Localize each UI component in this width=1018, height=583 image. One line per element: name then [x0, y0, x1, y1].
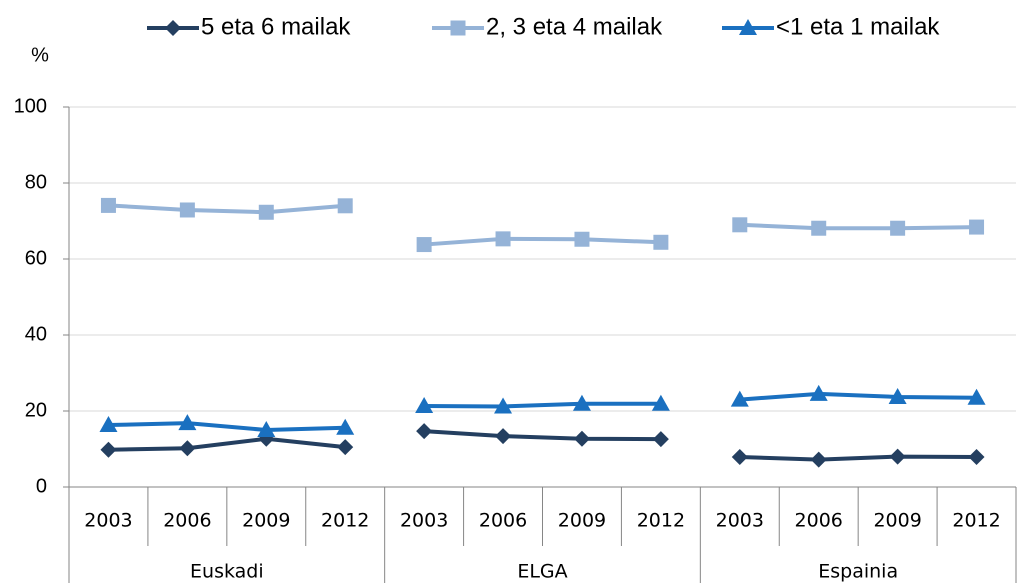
x-tick-label: 2003 [716, 510, 764, 532]
point [810, 451, 827, 468]
point [967, 388, 986, 405]
point [337, 198, 353, 214]
legend-marker [739, 19, 757, 35]
point [574, 231, 590, 247]
series-line [108, 421, 346, 433]
point [179, 202, 195, 218]
point [495, 428, 512, 445]
series-line [108, 203, 346, 215]
series-line [423, 236, 661, 247]
point [651, 394, 670, 411]
point [178, 414, 197, 431]
point [179, 440, 196, 457]
point [653, 234, 669, 250]
point [495, 231, 511, 247]
y-tick-label: 40 [25, 323, 47, 345]
x-tick-label: 2003 [84, 510, 132, 532]
y-axis-label: % [31, 44, 49, 66]
point [730, 390, 749, 407]
group-label: ELGA [517, 561, 567, 583]
series-line [108, 436, 346, 452]
legend-marker [165, 20, 181, 36]
point [731, 448, 748, 465]
series-line [739, 391, 977, 402]
point [416, 237, 432, 253]
x-tick-label: 2012 [321, 510, 369, 532]
x-tick-label: 2009 [242, 510, 290, 532]
point [336, 418, 355, 435]
legend-label: <1 eta 1 mailak [776, 13, 940, 40]
point [732, 217, 748, 233]
point [416, 423, 433, 440]
point [415, 397, 434, 414]
point [100, 441, 117, 458]
point [888, 387, 907, 404]
point [811, 220, 827, 236]
y-tick-label: 60 [25, 247, 47, 269]
point [652, 431, 669, 448]
y-tick-label: 20 [25, 399, 47, 421]
point [968, 448, 985, 465]
point [337, 439, 354, 456]
x-tick-label: 2012 [637, 510, 685, 532]
legend-label: 5 eta 6 mailak [201, 13, 351, 40]
point [494, 397, 513, 414]
legend-label: 2, 3 eta 4 mailak [486, 13, 663, 40]
x-tick-label: 2006 [479, 510, 527, 532]
x-tick-label: 2006 [795, 510, 843, 532]
point [100, 197, 116, 213]
point [890, 220, 906, 236]
y-tick-label: 100 [14, 95, 47, 117]
y-tick-label: 80 [25, 171, 47, 193]
point [257, 421, 276, 437]
x-tick-label: 2009 [873, 510, 921, 532]
point [258, 204, 274, 220]
series-line [424, 429, 661, 442]
series-line [739, 222, 977, 231]
point [573, 430, 590, 447]
point [889, 448, 906, 465]
x-tick-label: 2012 [952, 510, 1000, 532]
legend-marker [450, 20, 466, 36]
series-line [739, 454, 977, 462]
point [572, 394, 591, 411]
x-tick-label: 2006 [163, 510, 211, 532]
point [99, 416, 118, 433]
point [809, 384, 828, 401]
y-tick-label: 0 [36, 475, 47, 497]
series-line [424, 401, 661, 409]
x-tick-label: 2003 [400, 510, 448, 532]
point [969, 219, 985, 235]
x-tick-label: 2009 [558, 510, 606, 532]
group-label: Euskadi [190, 561, 264, 583]
group-label: Espainia [818, 561, 898, 583]
